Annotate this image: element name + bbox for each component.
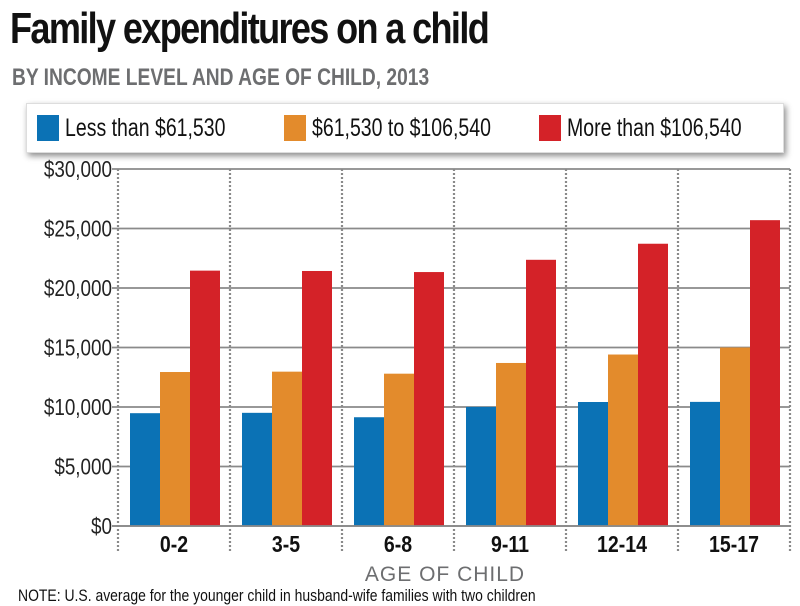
legend: Less than $61,530 $61,530 to $106,540 Mo… xyxy=(26,103,784,153)
bar-middle-income xyxy=(160,372,190,526)
bar-high-income xyxy=(190,270,220,526)
legend-item-high-income: More than $106,540 xyxy=(539,113,791,143)
bar-low-income xyxy=(466,406,496,526)
x-axis-label: AGE OF CHILD xyxy=(365,563,525,586)
chart-note: NOTE: U.S. average for the younger child… xyxy=(18,586,536,605)
bar-high-income xyxy=(414,272,444,526)
y-tick-label: $0 xyxy=(91,514,112,539)
legend-item-middle-income: $61,530 to $106,540 xyxy=(284,113,541,143)
bar-middle-income xyxy=(608,354,638,526)
x-tick-label: 9-11 xyxy=(491,532,529,558)
bar-low-income xyxy=(690,401,720,526)
bar-high-income xyxy=(526,259,556,526)
y-tick-label: $20,000 xyxy=(44,276,112,301)
bar-low-income xyxy=(242,412,272,526)
chart-title: Family expenditures on a child xyxy=(10,4,490,53)
bar-middle-income xyxy=(496,362,526,526)
x-tick-label: 0-2 xyxy=(160,532,188,558)
bar-high-income xyxy=(750,220,780,527)
bar-high-income xyxy=(638,243,668,526)
legend-swatch-low-income xyxy=(37,115,59,141)
x-tick-label: 15-17 xyxy=(709,532,759,558)
y-tick-label: $15,000 xyxy=(44,336,112,361)
legend-label-low-income: Less than $61,530 xyxy=(65,113,226,142)
legend-item-low-income: Less than $61,530 xyxy=(37,113,271,143)
bar-low-income xyxy=(578,402,608,526)
legend-label-high-income: More than $106,540 xyxy=(567,113,742,142)
bar-middle-income xyxy=(272,371,302,526)
x-tick-label: 12-14 xyxy=(597,532,647,558)
y-tick-label: $30,000 xyxy=(44,157,112,182)
legend-label-middle-income: $61,530 to $106,540 xyxy=(312,113,491,142)
legend-swatch-middle-income xyxy=(284,115,306,141)
bar-low-income xyxy=(130,413,160,526)
chart-subtitle: BY INCOME LEVEL AND AGE OF CHILD, 2013 xyxy=(12,64,430,91)
x-tick-label: 3-5 xyxy=(272,532,300,558)
bar-middle-income xyxy=(720,347,750,526)
x-tick-label: 6-8 xyxy=(384,532,412,558)
bar-high-income xyxy=(302,270,332,526)
y-tick-label: $5,000 xyxy=(54,455,112,480)
legend-swatch-high-income xyxy=(539,115,561,141)
y-tick-label: $10,000 xyxy=(44,395,112,420)
bar-middle-income xyxy=(384,373,414,526)
bar-low-income xyxy=(354,417,384,526)
y-tick-label: $25,000 xyxy=(44,217,112,242)
